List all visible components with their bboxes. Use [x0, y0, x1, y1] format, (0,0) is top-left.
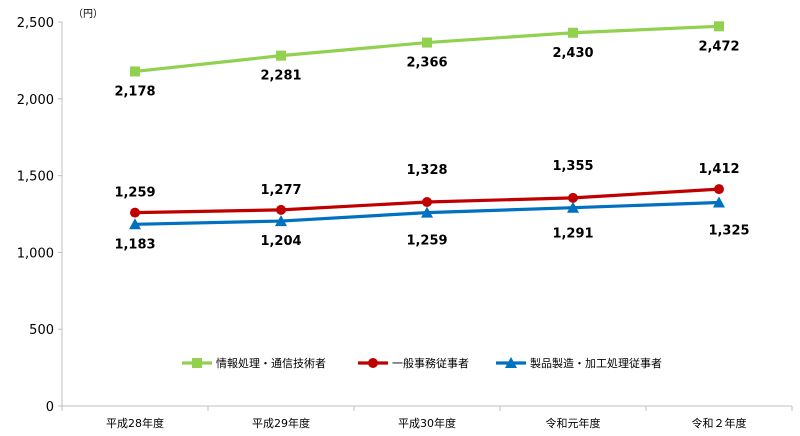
data-label: 1,325: [708, 223, 749, 238]
legend-marker-3: [505, 357, 517, 368]
y-unit-label: （円）: [73, 8, 103, 20]
data-label: 1,412: [698, 162, 739, 177]
x-tick-label: 令和元年度: [546, 416, 601, 430]
y-tick-label: 500: [29, 323, 54, 338]
y-tick-label: 0: [46, 400, 54, 415]
data-label: 1,204: [260, 234, 301, 249]
x-tick-label: 令和２年度: [692, 416, 747, 430]
x-tick-label: 平成28年度: [106, 416, 164, 430]
y-tick-label: 2,500: [17, 16, 54, 31]
data-label: 2,281: [260, 69, 301, 84]
data-label: 1,277: [260, 183, 301, 198]
data-point-3: [567, 201, 579, 213]
y-tick-label: 2,000: [17, 93, 54, 108]
data-label: 2,366: [406, 56, 447, 71]
legend-label: 情報処理・通信技術者: [216, 357, 326, 370]
data-label: 1,183: [114, 237, 155, 252]
data-point-3: [129, 218, 141, 230]
data-label: 1,355: [552, 159, 593, 174]
data-point-1: [276, 50, 286, 61]
data-label: 1,259: [406, 234, 447, 249]
data-point-3: [275, 215, 287, 227]
data-point-1: [422, 37, 432, 48]
data-point-1: [714, 21, 724, 32]
data-point-2: [130, 207, 140, 218]
data-point-3: [713, 196, 725, 208]
data-point-2: [568, 192, 578, 203]
data-label: 1,259: [114, 186, 155, 201]
legend-label: 一般事務従事者: [392, 356, 469, 370]
data-point-1: [130, 66, 140, 77]
y-tick-label: 1,000: [17, 246, 54, 261]
x-tick-label: 平成29年度: [252, 416, 310, 430]
data-point-2: [714, 184, 724, 195]
data-label: 2,178: [114, 84, 155, 99]
legend-marker-1: [192, 358, 202, 368]
legend-marker-2: [368, 358, 378, 368]
legend-label: 製品製造・加工処理従事者: [530, 356, 662, 370]
data-label: 2,430: [552, 46, 593, 61]
data-label: 1,328: [406, 163, 447, 178]
data-label: 1,291: [552, 227, 593, 242]
data-point-2: [422, 197, 432, 208]
x-tick-label: 平成30年度: [398, 416, 456, 430]
data-point-2: [276, 204, 286, 215]
data-point-1: [568, 27, 578, 38]
data-label: 2,472: [698, 39, 739, 54]
y-tick-label: 1,500: [17, 170, 54, 185]
data-point-3: [421, 206, 433, 218]
